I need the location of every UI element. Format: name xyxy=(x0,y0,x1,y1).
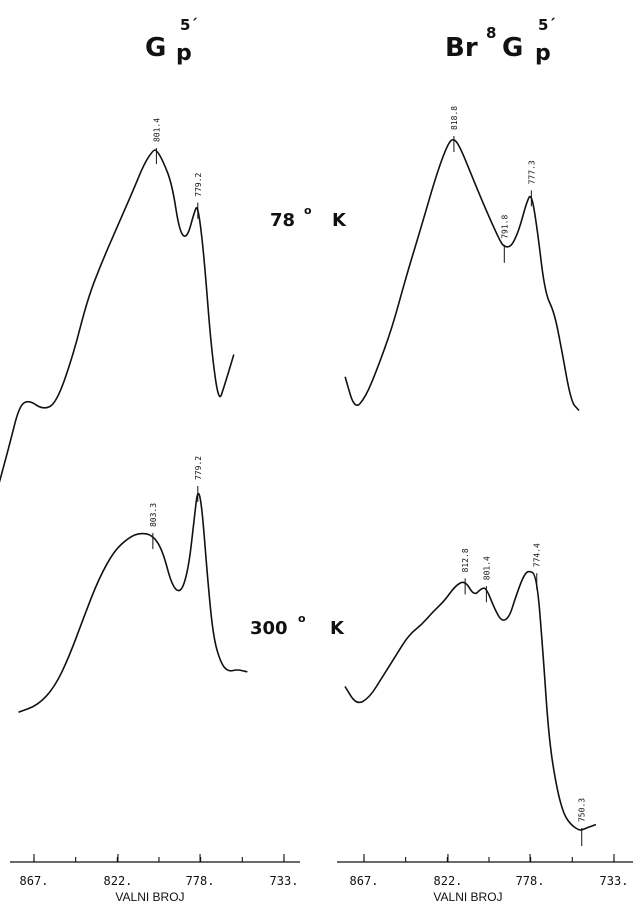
left-title-sub: p xyxy=(176,41,192,66)
x-axis-0: 867. 822. 778. 733. xyxy=(10,854,300,888)
temperature-label-high: 300 o K xyxy=(250,612,345,639)
x-tick-label-1-0: 867. xyxy=(350,874,379,888)
peak-label-2-1: 779.2 xyxy=(194,456,203,480)
temperature-label-low: 78 o K xyxy=(270,204,347,231)
right-title-super: 5´ xyxy=(538,16,556,34)
temp-low-value: 78 xyxy=(270,210,295,231)
spectrum-line-2 xyxy=(18,492,248,713)
right-title-base: G xyxy=(502,33,523,63)
spectrum-2: 803.3 779.2 xyxy=(18,456,248,713)
peak-label-3-1: 801.4 xyxy=(482,556,491,580)
x-tick-label-1-3: 733. xyxy=(600,874,629,888)
x-axis-1: 867. 822. 778. 733. xyxy=(337,854,633,888)
x-axes: 867. 822. 778. 733. 867. 822. 778. 733. xyxy=(10,854,633,888)
spectrum-line-0 xyxy=(0,149,235,483)
temp-high-value: 300 xyxy=(250,618,288,639)
left-title-super: 5´ xyxy=(180,16,198,34)
left-panel-title: G 5´ p xyxy=(145,16,198,66)
peak-label-1-2: 777.3 xyxy=(527,160,536,184)
peak-label-3-2: 774.4 xyxy=(533,543,542,567)
temp-low-unit: K xyxy=(332,210,347,231)
temp-high-unit: K xyxy=(330,618,345,639)
x-tick-label-0-1: 822. xyxy=(104,874,133,888)
right-title-prefix-super: 8 xyxy=(486,24,496,42)
right-title-sub: p xyxy=(535,41,551,66)
peak-label-1-0: 818.8 xyxy=(450,106,459,130)
spectrum-traces: 801.4 779.2 818.8 791.8 777.3 803.3 779.2 812.8… xyxy=(0,106,597,846)
x-tick-label-1-2: 778. xyxy=(516,874,545,888)
peak-label-1-1: 791.8 xyxy=(500,215,509,239)
temp-high-degree: o xyxy=(298,612,306,625)
left-axis-title: VALNI BROJ xyxy=(115,890,184,904)
spectrum-1: 818.8 791.8 777.3 xyxy=(344,106,580,411)
temp-low-degree: o xyxy=(304,204,312,217)
peak-label-3-3: 750.3 xyxy=(578,798,587,822)
x-tick-label-1-1: 822. xyxy=(434,874,463,888)
spectrum-0: 801.4 779.2 xyxy=(0,118,235,483)
spectrum-line-3 xyxy=(344,570,597,831)
left-title-base: G xyxy=(145,33,166,63)
x-tick-label-0-2: 778. xyxy=(186,874,215,888)
right-title-prefix: Br xyxy=(445,33,478,63)
spectrum-3: 812.8 801.4 774.4 750.3 xyxy=(344,543,597,846)
x-tick-label-0-3: 733. xyxy=(270,874,299,888)
peak-label-2-0: 803.3 xyxy=(149,503,158,527)
peak-label-3-0: 812.8 xyxy=(461,548,470,572)
peak-label-0-0: 801.4 xyxy=(152,118,161,142)
right-panel-title: Br 8 G 5´ p xyxy=(445,16,556,66)
spectrum-line-1 xyxy=(344,139,580,411)
peak-label-0-1: 779.2 xyxy=(194,172,203,196)
x-tick-label-0-0: 867. xyxy=(20,874,49,888)
right-axis-title: VALNI BROJ xyxy=(433,890,502,904)
